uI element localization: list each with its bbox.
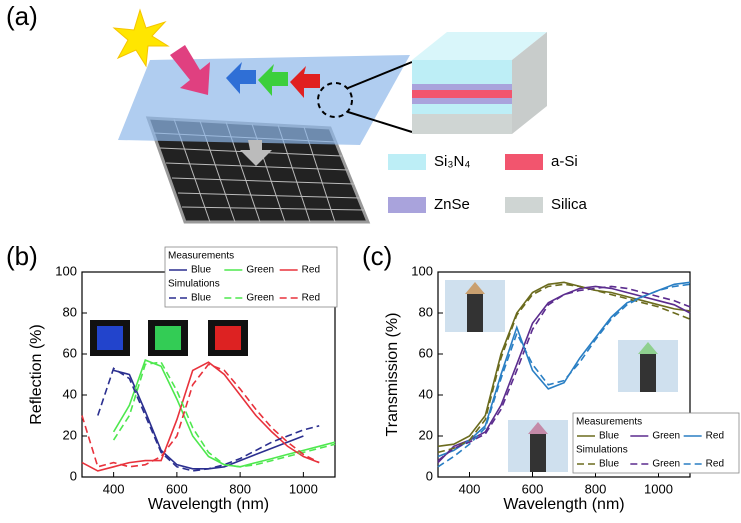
- reflect-arrow-green: [258, 64, 288, 96]
- transmit-arrow: [240, 140, 272, 166]
- sample-photo-color: [155, 326, 181, 350]
- legend-group-title: Simulations: [168, 279, 220, 290]
- sample-photo-color: [528, 422, 548, 434]
- y-tick-label: 20: [419, 427, 433, 442]
- y-tick-label: 60: [419, 345, 433, 360]
- material-label: Si₃N₄: [434, 153, 470, 170]
- legend-group-title: Simulations: [576, 445, 628, 456]
- series-line: [112, 361, 336, 468]
- legend-group-title: Measurements: [576, 417, 642, 428]
- zoom-line: [347, 111, 413, 133]
- series-line: [81, 361, 320, 472]
- x-tick-label: 1000: [644, 481, 673, 496]
- legend-box: [572, 412, 740, 474]
- series-line: [437, 283, 691, 468]
- legend-label: Red: [302, 293, 320, 304]
- x-tick-label: 800: [585, 481, 607, 496]
- legend-label: Red: [706, 431, 724, 442]
- material-swatch: [388, 154, 426, 170]
- layer-stack: [412, 32, 547, 134]
- legend-label: Green: [246, 293, 274, 304]
- x-axis-title: Wavelength (nm): [148, 496, 269, 513]
- legend-group-title: Measurements: [168, 251, 234, 262]
- zoom-circle: [317, 82, 353, 118]
- x-tick-label: 600: [166, 481, 188, 496]
- panel-label: (b): [6, 241, 38, 271]
- y-tick-label: 0: [426, 468, 433, 483]
- legend-label: Blue: [191, 265, 211, 276]
- material-swatch: [505, 154, 543, 170]
- glass-plane: [118, 55, 410, 145]
- y-tick-label: 100: [411, 263, 433, 278]
- sample-photo-color: [465, 282, 485, 294]
- y-tick-label: 20: [63, 427, 77, 442]
- series-line: [437, 285, 691, 462]
- x-tick-label: 400: [459, 481, 481, 496]
- schematic: [112, 8, 547, 224]
- x-tick-label: 600: [522, 481, 544, 496]
- legend-label: Blue: [599, 459, 619, 470]
- sample-photo-object: [467, 292, 483, 332]
- sample-photo-object: [640, 352, 656, 392]
- sample-photo-object: [530, 432, 546, 472]
- x-tick-label: 400: [103, 481, 125, 496]
- series-line: [437, 285, 691, 464]
- y-tick-label: 60: [63, 345, 77, 360]
- zoom-line: [347, 61, 413, 89]
- legend-label: Green: [652, 459, 680, 470]
- reflect-arrow-red: [290, 66, 320, 98]
- y-tick-label: 100: [55, 263, 77, 278]
- plot-frame: [437, 271, 691, 478]
- sample-photo-color: [97, 326, 123, 350]
- legend-box: [164, 246, 338, 308]
- series-line: [81, 363, 320, 468]
- y-tick-label: 40: [63, 386, 77, 401]
- material-label: Silica: [551, 196, 588, 213]
- sun: [112, 8, 170, 68]
- x-axis-title: Wavelength (nm): [503, 496, 624, 513]
- incident-arrow: [170, 45, 210, 95]
- y-tick-label: 0: [70, 468, 77, 483]
- y-tick-label: 80: [419, 304, 433, 319]
- series-line: [97, 367, 320, 472]
- panel-label: (c): [362, 241, 392, 271]
- material-label: a-Si: [551, 153, 578, 170]
- y-axis-title: Transmission (%): [384, 313, 401, 437]
- reflect-arrow-blue: [226, 62, 256, 94]
- legend-label: Blue: [599, 431, 619, 442]
- material-swatch: [505, 197, 543, 213]
- x-tick-label: 1000: [289, 481, 318, 496]
- panel-label: (a): [6, 1, 38, 31]
- y-tick-label: 80: [63, 304, 77, 319]
- material-swatch: [388, 197, 426, 213]
- material-label: ZnSe: [434, 196, 470, 213]
- sample-photo-color: [638, 342, 658, 354]
- legend-label: Green: [246, 265, 274, 276]
- y-tick-label: 40: [419, 386, 433, 401]
- y-axis-title: Reflection (%): [28, 324, 45, 424]
- legend-label: Red: [302, 265, 320, 276]
- x-tick-label: 800: [229, 481, 251, 496]
- legend-label: Green: [652, 431, 680, 442]
- legend-label: Blue: [191, 293, 211, 304]
- material-legend: Si₃N₄ a-Si ZnSe Silica: [388, 153, 588, 213]
- sample-photo-color: [215, 326, 241, 350]
- series-line: [437, 281, 691, 448]
- series-line: [113, 369, 304, 470]
- legend-label: Red: [706, 459, 724, 470]
